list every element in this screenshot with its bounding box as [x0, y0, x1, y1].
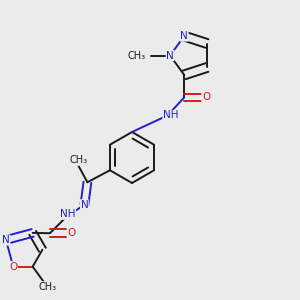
Text: N: N	[180, 31, 188, 41]
Text: O: O	[68, 228, 76, 238]
Text: NH: NH	[163, 110, 178, 120]
Text: CH₃: CH₃	[69, 155, 88, 165]
Text: N: N	[80, 200, 88, 210]
Text: O: O	[202, 92, 210, 102]
Text: CH₃: CH₃	[127, 50, 145, 61]
Text: CH₃: CH₃	[39, 282, 57, 292]
Text: N: N	[166, 50, 174, 61]
Text: NH: NH	[60, 209, 76, 219]
Text: O: O	[9, 262, 17, 272]
Text: N: N	[2, 235, 10, 245]
